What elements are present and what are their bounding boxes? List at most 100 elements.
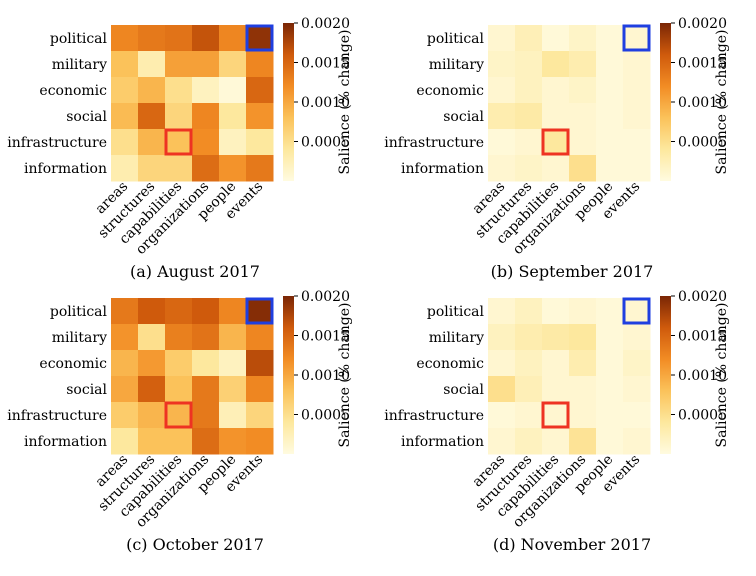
heatmap-cell <box>111 428 139 455</box>
heatmap-cell <box>515 298 543 325</box>
row-label: economic <box>416 83 484 99</box>
heatmap-cell <box>623 103 651 130</box>
heatmap-cell <box>138 155 166 182</box>
heatmap-cell <box>596 51 624 78</box>
heatmap-cell <box>569 77 597 104</box>
heatmap-cell <box>138 376 166 403</box>
heatmap-cell <box>596 324 624 351</box>
heatmap-cell <box>515 350 543 377</box>
heatmap-cell <box>569 298 597 325</box>
heatmap-cell <box>569 350 597 377</box>
heatmap-cell <box>219 298 247 325</box>
heatmap-cell <box>569 155 597 182</box>
heatmap-cell <box>138 77 166 104</box>
colorbar-label: Salience (% change) <box>337 30 353 175</box>
heatmap-cell <box>488 376 516 403</box>
heatmap-cell <box>138 428 166 455</box>
colorbar-tick-label: 0.0005 <box>301 408 350 424</box>
heatmap-cell <box>165 402 193 429</box>
colorbar <box>283 23 294 181</box>
heatmap-cell <box>246 324 274 351</box>
heatmap-cell <box>246 376 274 403</box>
colorbar-tick-label: 0.0005 <box>301 135 350 151</box>
colorbar-tick-label: 0.0005 <box>678 408 727 424</box>
heatmap-cell <box>165 376 193 403</box>
heatmap-cell <box>165 25 193 52</box>
heatmap-cell <box>192 376 220 403</box>
heatmap-cell <box>138 324 166 351</box>
heatmap-cell <box>542 324 570 351</box>
colorbar-tick-label: 0.0015 <box>678 329 727 345</box>
heatmap-cell <box>246 428 274 455</box>
heatmap-cell <box>569 324 597 351</box>
heatmap-panel-2: political military economic social infrastru… <box>384 16 730 281</box>
panel-caption: (c) October 2017 <box>126 535 264 554</box>
heatmap-cell <box>111 324 139 351</box>
colorbar-tick-label: 0.0015 <box>301 56 350 72</box>
heatmap-cell <box>165 324 193 351</box>
heatmap-cell <box>542 402 570 429</box>
heatmap-cell <box>192 77 220 104</box>
heatmap-cell <box>165 51 193 78</box>
heatmap-cell <box>542 428 570 455</box>
heatmap-cell <box>623 298 651 325</box>
colorbar-label: Salience (% change) <box>714 30 730 175</box>
heatmap-cell <box>219 428 247 455</box>
heatmap-cell <box>542 376 570 403</box>
heatmap-cell <box>165 155 193 182</box>
row-label: information <box>24 434 107 450</box>
heatmap-cell <box>488 155 516 182</box>
panel-caption: (a) August 2017 <box>130 262 260 281</box>
heatmap-cell <box>138 25 166 52</box>
heatmap-cell <box>192 103 220 130</box>
heatmap-cell <box>111 402 139 429</box>
heatmap-cell <box>569 428 597 455</box>
heatmap-cell <box>219 155 247 182</box>
row-label: political <box>427 304 485 320</box>
heatmap-cell <box>515 25 543 52</box>
heatmap-cell <box>111 155 139 182</box>
heatmap-cell <box>623 51 651 78</box>
row-label: economic <box>39 83 107 99</box>
heatmap-cell <box>542 103 570 130</box>
heatmap-cell <box>138 402 166 429</box>
heatmap-cell <box>515 376 543 403</box>
heatmap-cell <box>623 350 651 377</box>
heatmap-cell <box>488 350 516 377</box>
heatmap-cell <box>542 129 570 156</box>
heatmap-cell <box>623 428 651 455</box>
heatmap-cell <box>165 298 193 325</box>
row-label: infrastructure <box>384 135 484 151</box>
row-label: information <box>401 434 484 450</box>
colorbar-tick-label: 0.0005 <box>678 135 727 151</box>
row-label: infrastructure <box>7 135 107 151</box>
heatmap-cell <box>515 428 543 455</box>
panel-caption: (b) September 2017 <box>491 262 654 281</box>
heatmap-cell <box>246 51 274 78</box>
heatmap-cell <box>111 77 139 104</box>
heatmap-cell <box>219 77 247 104</box>
heatmap-cell <box>515 129 543 156</box>
heatmap-cell <box>246 155 274 182</box>
heatmap-cell <box>569 103 597 130</box>
heatmap-cell <box>192 129 220 156</box>
row-label: information <box>24 161 107 177</box>
heatmap-cell <box>246 129 274 156</box>
colorbar-tick-label: 0.0010 <box>301 95 350 111</box>
heatmap-cell <box>219 376 247 403</box>
heatmap-cell <box>246 77 274 104</box>
colorbar-tick-label: 0.0020 <box>301 16 350 32</box>
heatmap-cell <box>138 298 166 325</box>
colorbar <box>660 296 671 454</box>
colorbar <box>283 296 294 454</box>
heatmap-cell <box>488 428 516 455</box>
heatmap-panel-1: political military economic social infrastru… <box>7 16 353 281</box>
heatmap-cell <box>111 103 139 130</box>
heatmap-cell <box>246 402 274 429</box>
highlight-box <box>245 297 274 325</box>
heatmap-cell <box>596 298 624 325</box>
heatmap-cell <box>542 350 570 377</box>
heatmap-cell <box>192 402 220 429</box>
heatmap-cell <box>515 402 543 429</box>
